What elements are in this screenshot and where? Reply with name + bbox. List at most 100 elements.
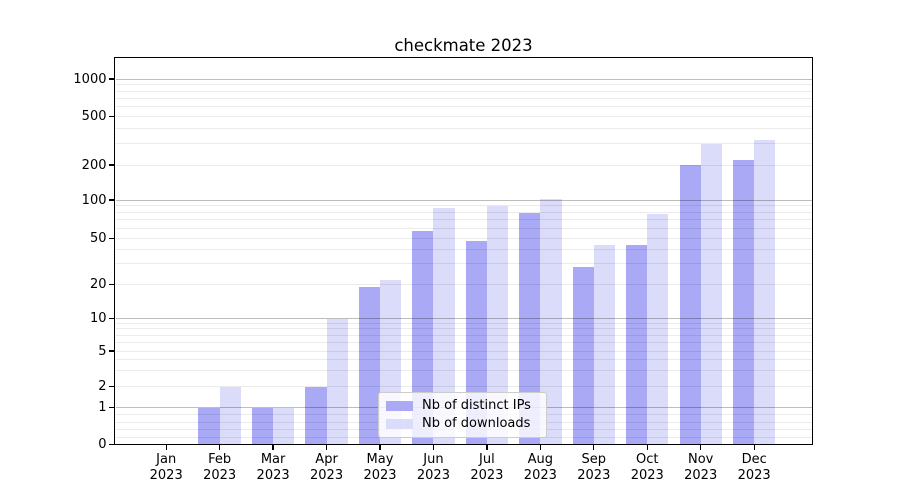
y-tick-label: 1 [98, 400, 107, 415]
month-year: 2023 [577, 468, 611, 483]
bar-downloads [754, 140, 776, 445]
y-tick-mark [108, 386, 115, 388]
bar-downloads [647, 213, 669, 445]
month-year: 2023 [416, 468, 450, 483]
y-tick-mark [108, 164, 115, 166]
minor-gridline [115, 219, 813, 221]
y-tick-label: 0 [98, 437, 107, 452]
bar-downloads [326, 318, 348, 445]
bar-distinct-ips [519, 213, 541, 445]
month-year: 2023 [470, 468, 504, 483]
month-year: 2023 [737, 468, 771, 483]
minor-gridline [115, 370, 813, 372]
minor-gridline [115, 211, 813, 213]
x-tick-label: Nov 2023 [674, 452, 728, 485]
bar-distinct-ips [679, 165, 701, 445]
legend-item-downloads: Nb of downloads [386, 415, 538, 433]
x-tick-mark [165, 445, 167, 451]
legend-label-distinct-ips: Nb of distinct IPs [422, 398, 531, 413]
minor-gridline [115, 90, 813, 92]
y-tick-label: 1000 [73, 71, 107, 87]
month-name: Dec [741, 451, 767, 467]
minor-gridline [115, 350, 813, 352]
minor-gridline [115, 386, 813, 388]
month-name: Apr [315, 451, 338, 467]
minor-gridline [115, 249, 813, 250]
bar-distinct-ips [198, 407, 220, 445]
month-name: May [366, 451, 394, 467]
bar-distinct-ips [412, 231, 434, 445]
month-name: Feb [208, 451, 232, 467]
legend-item-distinct-ips: Nb of distinct IPs [386, 397, 538, 415]
major-gridline [115, 199, 813, 201]
minor-gridline [115, 84, 813, 86]
bar-downloads [540, 199, 562, 445]
minor-gridline [115, 237, 813, 239]
x-tick-mark [646, 445, 648, 451]
bar-downloads [273, 407, 295, 445]
x-tick-mark [753, 445, 755, 451]
y-tick-label: 2 [98, 379, 107, 395]
bar-distinct-ips [572, 267, 594, 445]
x-tick-mark [432, 445, 435, 451]
x-tick-label: Sep 2023 [567, 452, 621, 485]
minor-gridline [115, 97, 813, 99]
x-tick-mark [272, 445, 274, 451]
x-tick-label: Dec 2023 [727, 452, 781, 485]
month-year: 2023 [363, 468, 397, 483]
x-tick-mark [700, 445, 702, 451]
month-name: Jan [156, 451, 177, 467]
x-tick-label: Jan 2023 [139, 452, 193, 485]
minor-gridline [115, 283, 813, 285]
bar-distinct-ips [732, 159, 755, 445]
plot-frame [114, 57, 814, 446]
y-tick-mark [108, 317, 115, 320]
month-year: 2023 [203, 468, 237, 483]
bar-downloads [593, 244, 615, 445]
x-tick-mark [379, 445, 381, 451]
x-tick-mark [593, 445, 595, 451]
minor-gridline [115, 143, 813, 145]
x-tick-label: Aug 2023 [513, 452, 567, 485]
y-tick-mark [108, 237, 115, 239]
y-tick-label: 10 [89, 311, 107, 326]
y-tick-mark [108, 406, 115, 409]
month-name: Jun [423, 451, 444, 467]
y-tick-label: 200 [81, 157, 107, 173]
month-name: Jul [479, 451, 495, 467]
minor-gridline [115, 359, 813, 361]
x-tick-mark [325, 445, 328, 451]
y-tick-mark [108, 78, 115, 80]
y-tick-mark [108, 199, 115, 201]
x-tick-label: Feb 2023 [193, 452, 247, 485]
legend: Nb of distinct IPs Nb of downloads [378, 392, 547, 438]
bar-downloads [433, 207, 455, 445]
bar-downloads [486, 205, 509, 445]
legend-swatch-downloads [386, 419, 413, 429]
minor-gridline [115, 334, 813, 336]
minor-gridline [115, 116, 813, 118]
month-year: 2023 [684, 468, 718, 483]
month-year: 2023 [256, 468, 290, 483]
x-tick-label: Apr 2023 [300, 452, 354, 485]
legend-label-downloads: Nb of downloads [422, 416, 531, 431]
chart-title: checkmate 2023 [394, 36, 533, 55]
minor-gridline [115, 205, 813, 207]
bar-downloads [700, 143, 722, 445]
x-tick-label: Jul 2023 [460, 452, 514, 485]
bar-distinct-ips [358, 286, 380, 445]
month-year: 2023 [630, 468, 664, 483]
legend-swatch-distinct-ips [386, 401, 413, 411]
bar-downloads [219, 386, 241, 445]
minor-gridline [115, 328, 813, 330]
minor-gridline [115, 341, 813, 343]
y-tick-label: 50 [89, 230, 107, 246]
y-tick-mark [108, 443, 115, 446]
x-tick-label: May 2023 [353, 452, 407, 485]
month-name: Nov [688, 451, 714, 467]
y-tick-label: 100 [81, 192, 107, 208]
x-tick-label: Oct 2023 [620, 452, 674, 485]
y-tick-mark [108, 116, 115, 118]
